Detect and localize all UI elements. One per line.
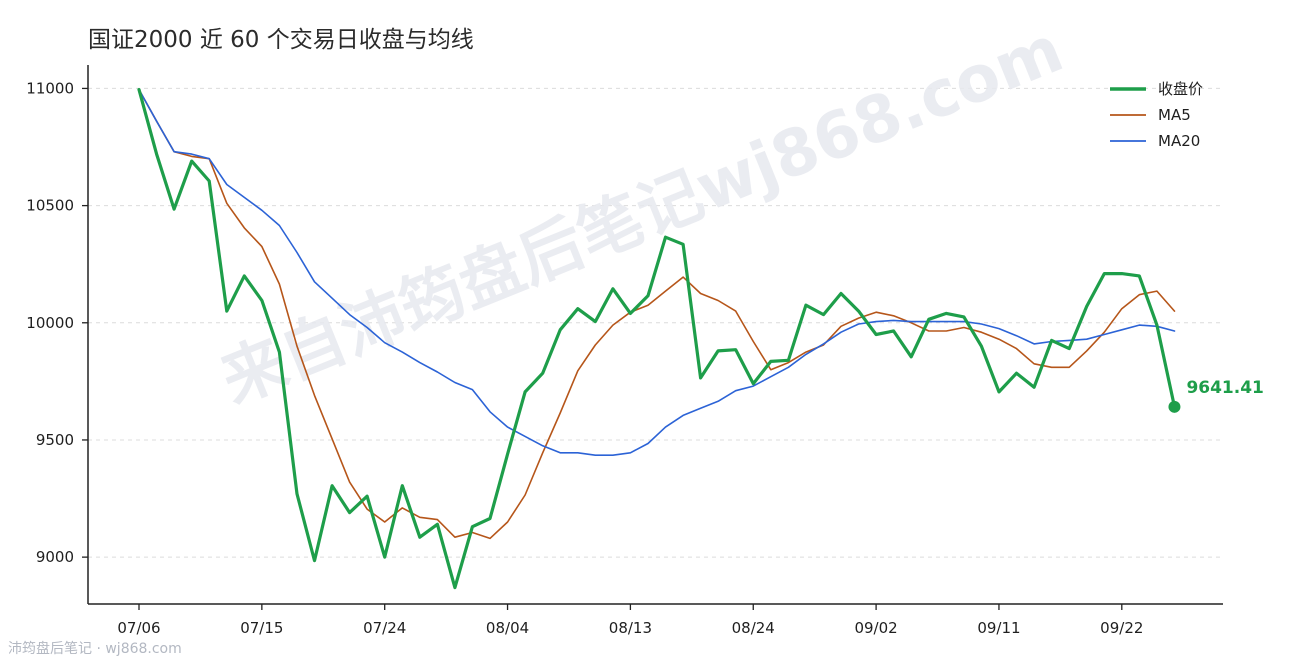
x-tick-label: 09/11 (977, 619, 1020, 637)
y-tick-label: 11000 (26, 79, 74, 97)
data-labels: 9641.41 (1168, 378, 1264, 413)
x-tick-label: 08/24 (732, 619, 775, 637)
footer-credit: 沛筠盘后笔记 · wj868.com (8, 641, 182, 657)
legend-label: 收盘价 (1158, 80, 1203, 98)
watermark-text: 来自沛筠盘后笔记wj868.com (211, 13, 1073, 419)
axes: 9000 9500 10000 10500 11000 07/06 07/15 07/24 08… (26, 65, 1223, 637)
last-close-label: 9641.41 (1186, 378, 1263, 398)
legend: 收盘价 MA5 MA20 (1110, 80, 1203, 150)
close-price-line (137, 87, 1177, 590)
x-tick-label: 07/06 (117, 619, 160, 637)
x-tick-label: 08/13 (609, 619, 652, 637)
legend-label: MA20 (1158, 132, 1200, 150)
page-title: 国证2000 近 60 个交易日收盘与均线 (88, 27, 474, 53)
x-tick-label: 09/22 (1100, 619, 1143, 637)
x-tick-label: 09/02 (854, 619, 897, 637)
grid-lines (88, 87, 1223, 558)
ma20-line (138, 88, 1176, 457)
y-tick-label: 10500 (26, 197, 74, 215)
y-tick-label: 9000 (36, 548, 74, 566)
watermark: 来自沛筠盘后笔记wj868.com (211, 13, 1073, 419)
ma5-line (138, 88, 1176, 540)
x-tick-label: 07/15 (240, 619, 283, 637)
series-lines (137, 87, 1177, 590)
y-tick-label: 9500 (36, 431, 74, 449)
x-tick-label: 08/04 (486, 619, 529, 637)
legend-label: MA5 (1158, 106, 1191, 124)
last-close-marker (1168, 400, 1181, 413)
y-tick-label: 10000 (26, 314, 74, 332)
x-tick-label: 07/24 (363, 619, 406, 637)
